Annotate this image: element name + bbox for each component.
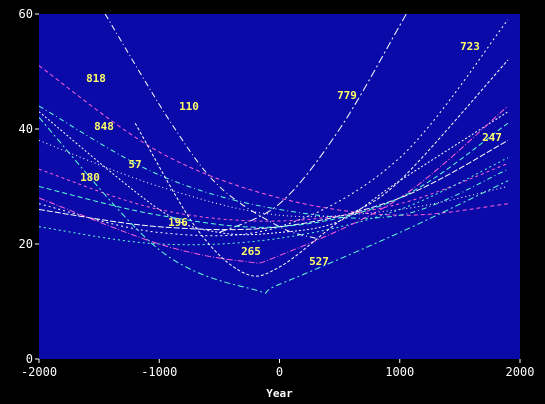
series-line-57	[39, 111, 509, 236]
series-line-unlabeled-11	[134, 59, 509, 277]
curve-label: 57	[128, 158, 141, 171]
series-line-848	[39, 105, 509, 219]
x-tick-label: 0	[276, 365, 283, 379]
series-line-527	[39, 117, 509, 294]
curve-label: 527	[309, 255, 329, 268]
curve-label: 196	[168, 216, 188, 229]
series-line-110	[104, 14, 316, 239]
curve-label: 818	[86, 72, 106, 85]
curve-label: 779	[337, 89, 357, 102]
y-tick-label: 60	[19, 7, 33, 21]
curve-label: 247	[482, 131, 502, 144]
y-tick-label: 40	[19, 122, 33, 136]
series-line-265	[39, 105, 509, 264]
x-tick-label: -1000	[141, 365, 177, 379]
series-line-unlabeled-12	[39, 122, 509, 228]
series-line-818	[39, 65, 509, 216]
axes: -2000 -1000 0 1000 2000 0 20 40 60	[19, 7, 535, 379]
plot-area	[39, 14, 520, 359]
series-line-196	[39, 157, 509, 246]
curve-labels: 818 110 779 848 57 723 247 180 196 265 527	[80, 40, 502, 268]
curve-label: 848	[94, 120, 114, 133]
series-line-180	[39, 163, 509, 222]
x-tick-label: 1000	[385, 365, 414, 379]
series-line-unlabeled-13	[39, 140, 509, 218]
series-line-779	[219, 14, 407, 233]
y-tick-label: 0	[26, 352, 33, 366]
curve-label: 265	[241, 245, 261, 258]
curve-label: 110	[179, 100, 199, 113]
curve-label: 180	[80, 171, 100, 184]
x-tick-label: -2000	[21, 365, 57, 379]
curve-label: 723	[460, 40, 480, 53]
x-axis-label: Year	[266, 387, 293, 400]
x-tick-label: 2000	[506, 365, 535, 379]
curves	[39, 14, 509, 294]
y-tick-label: 20	[19, 237, 33, 251]
